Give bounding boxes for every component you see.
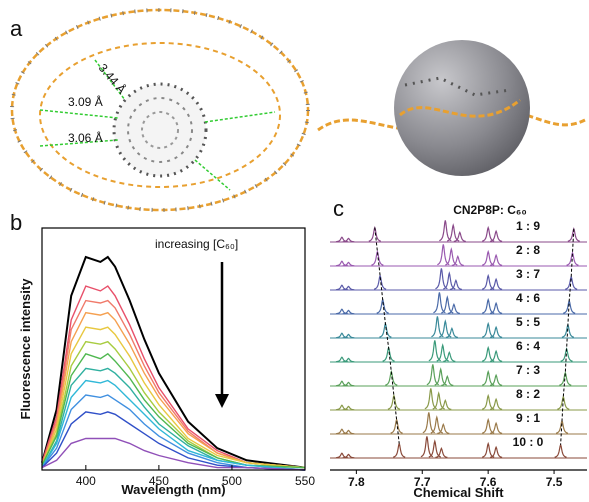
trace-label: 2 : 8 [516, 243, 540, 257]
nmr-peak [482, 372, 494, 386]
x-tick-label: 7.5 [546, 475, 563, 489]
trace-label: 4 : 6 [516, 291, 540, 305]
structure-right [318, 40, 585, 176]
structure-left [12, 10, 308, 210]
figure: a 3.44 Å 3.09 Å 3.06 Å b400450500550Wave… [0, 0, 589, 502]
x-axis-label: Chemical Shift [413, 485, 504, 500]
nmr-peak [377, 300, 389, 314]
nmr-peak [433, 292, 445, 312]
spectrum-line [42, 257, 305, 468]
x-axis-label: Wavelength (nm) [121, 482, 225, 497]
panel-label: c [333, 196, 344, 221]
spectrum-line [42, 381, 305, 471]
spectrum-line [42, 439, 305, 471]
trace-label: 5 : 5 [516, 315, 540, 329]
panel-label: a [10, 16, 23, 41]
nmr-peak [482, 420, 494, 434]
nmr-peak [563, 301, 575, 313]
x-tick-label: 7.8 [348, 475, 365, 489]
nmr-peak [421, 436, 433, 456]
spectrum-line [42, 301, 305, 468]
nmr-peak [437, 244, 449, 264]
nmr-peak [482, 228, 494, 242]
y-axis-label: Fluorescence intensity [18, 278, 33, 420]
nmr-peak [482, 324, 494, 338]
nmr-peak [425, 388, 437, 408]
nmr-peak [431, 316, 443, 336]
distance-label: 3.06 Å [68, 130, 103, 145]
page: {"panel_a": {"label": "a", "distances": … [0, 0, 589, 502]
distance-label: 3.09 Å [68, 94, 103, 109]
x-tick-label: 400 [76, 474, 96, 488]
nmr-peak [439, 220, 451, 240]
trace-label: 9 : 1 [516, 411, 540, 425]
nmr-peak [379, 324, 391, 338]
distance-label: 3.44 Å [96, 60, 130, 96]
trace-label: 6 : 4 [516, 339, 540, 353]
nmr-peak [482, 444, 494, 458]
trace-label: 8 : 2 [516, 387, 540, 401]
arrow-head [215, 394, 229, 408]
nmr-peak [429, 340, 441, 360]
trace-label: 1 : 9 [516, 219, 540, 233]
nmr-peak [482, 348, 494, 362]
nmr-peak [427, 364, 439, 384]
nmr-peak [482, 396, 494, 410]
x-tick-label: 550 [295, 474, 315, 488]
panel-label: b [10, 210, 22, 235]
trace-label: 3 : 7 [516, 267, 540, 281]
legend-title: CN2P8P: C₆₀ [453, 203, 527, 217]
nmr-peak [482, 276, 494, 290]
spectrum-line [42, 368, 305, 470]
nmr-peak [435, 268, 447, 288]
nmr-peak [482, 252, 494, 266]
shift-guide [375, 228, 399, 444]
nmr-peak [393, 444, 405, 458]
nmr-peak [556, 421, 568, 433]
nmr-peak [423, 412, 435, 432]
nmr-peak [555, 445, 567, 457]
trace-label: 7 : 3 [516, 363, 540, 377]
nmr-peak [482, 300, 494, 314]
nmr-peak [565, 277, 577, 289]
trace-label: 10 : 0 [513, 435, 544, 449]
annotation: increasing [C₆₀] [155, 237, 238, 251]
